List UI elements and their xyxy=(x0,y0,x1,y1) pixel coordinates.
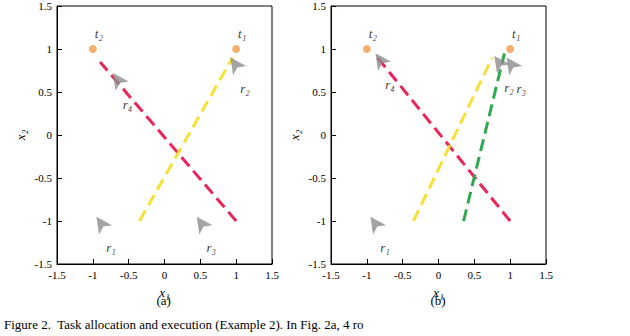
svg-text:0: 0 xyxy=(321,129,327,141)
svg-text:-0.5: -0.5 xyxy=(120,269,138,281)
svg-text:x₁: x₁ xyxy=(158,285,169,300)
svg-text:r₂: r₂ xyxy=(240,81,250,96)
svg-text:t₁: t₁ xyxy=(512,26,520,41)
svg-text:0: 0 xyxy=(47,129,53,141)
svg-text:-0.5: -0.5 xyxy=(35,172,53,184)
svg-text:r₃: r₃ xyxy=(207,240,217,255)
svg-text:-1: -1 xyxy=(88,269,97,281)
svg-text:0.5: 0.5 xyxy=(38,86,52,98)
svg-text:0: 0 xyxy=(436,269,442,281)
svg-text:1: 1 xyxy=(507,269,513,281)
svg-text:-1: -1 xyxy=(317,215,326,227)
svg-text:-1: -1 xyxy=(362,269,371,281)
svg-text:0.5: 0.5 xyxy=(193,269,207,281)
svg-text:t₂: t₂ xyxy=(95,26,104,41)
svg-text:t₂: t₂ xyxy=(369,26,378,41)
svg-text:0: 0 xyxy=(162,269,168,281)
svg-text:-1.5: -1.5 xyxy=(34,258,52,270)
svg-text:x₁: x₁ xyxy=(432,285,443,300)
svg-text:x₂: x₂ xyxy=(13,129,28,141)
svg-text:r₄: r₄ xyxy=(123,97,133,112)
svg-text:1: 1 xyxy=(321,43,327,55)
svg-text:(b): (b) xyxy=(430,293,446,308)
svg-text:1.5: 1.5 xyxy=(312,0,326,12)
svg-text:r₁: r₁ xyxy=(380,240,390,255)
svg-text:1.5: 1.5 xyxy=(38,0,52,12)
svg-text:-1: -1 xyxy=(43,215,52,227)
svg-text:0.5: 0.5 xyxy=(467,269,481,281)
svg-text:-0.5: -0.5 xyxy=(309,172,327,184)
svg-text:1.5: 1.5 xyxy=(539,269,553,281)
svg-text:r₄: r₄ xyxy=(385,77,395,92)
svg-text:(a): (a) xyxy=(156,293,171,308)
svg-text:r₃: r₃ xyxy=(516,81,526,96)
svg-text:1.5: 1.5 xyxy=(265,269,279,281)
svg-text:-1.5: -1.5 xyxy=(308,258,326,270)
svg-text:0.5: 0.5 xyxy=(312,86,326,98)
svg-text:-1.5: -1.5 xyxy=(48,269,66,281)
svg-text:Figure 2. Task allocation and: Figure 2. Task allocation and execution … xyxy=(4,317,364,332)
svg-text:t₁: t₁ xyxy=(238,26,246,41)
svg-text:-1.5: -1.5 xyxy=(322,269,340,281)
svg-text:x₂: x₂ xyxy=(287,129,302,141)
svg-text:r₁: r₁ xyxy=(106,240,116,255)
svg-text:-0.5: -0.5 xyxy=(394,269,412,281)
svg-text:1: 1 xyxy=(47,43,53,55)
svg-text:1: 1 xyxy=(233,269,239,281)
svg-text:r₂: r₂ xyxy=(504,80,514,95)
